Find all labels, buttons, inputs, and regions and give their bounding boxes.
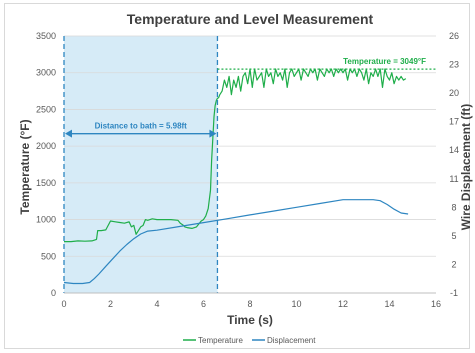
x-tick-label-0: 0 xyxy=(61,299,66,309)
y-tick-label-7: 3500 xyxy=(36,31,56,41)
temperature-reference-label: Temperature = 3049°F xyxy=(343,57,426,66)
distance-arrowhead-left xyxy=(65,129,72,138)
y2-tick-label-2: 5 xyxy=(451,231,456,241)
distance-arrowhead-right xyxy=(209,129,217,138)
x-tick-label-8: 16 xyxy=(431,299,441,309)
series-line-temperature xyxy=(64,68,407,243)
y-tick-label-6: 3000 xyxy=(36,68,56,78)
y2-tick-label-9: 26 xyxy=(449,31,459,41)
x-tick-label-5: 10 xyxy=(291,299,301,309)
y2-tick-label-7: 20 xyxy=(449,88,459,98)
y2-tick-label-0: -1 xyxy=(450,288,458,298)
y-tick-label-1: 500 xyxy=(41,251,56,261)
legend-label-temperature: Temperature xyxy=(198,336,243,345)
x-tick-label-3: 6 xyxy=(201,299,206,309)
legend-label-displacement: Displacement xyxy=(267,336,316,345)
shaded-region xyxy=(64,36,218,293)
y-axis-title: Temperature (°F) xyxy=(18,119,32,214)
distance-label: Distance to bath = 5.98ft xyxy=(95,122,188,131)
x-axis-title: Time (s) xyxy=(227,313,273,327)
x-tick-label-6: 12 xyxy=(338,299,348,309)
x-tick-label-4: 8 xyxy=(247,299,252,309)
y-tick-label-5: 2500 xyxy=(36,104,56,114)
legend: Temperature Displacement xyxy=(183,336,316,345)
y2-tick-label-3: 8 xyxy=(451,202,456,212)
y2-axis-title: Wire Displacement (ft) xyxy=(459,104,473,231)
y2-tick-label-6: 17 xyxy=(449,117,459,127)
y-tick-label-0: 0 xyxy=(51,288,56,298)
y-tick-label-2: 1000 xyxy=(36,215,56,225)
y2-tick-label-5: 14 xyxy=(449,145,459,155)
x-tick-label-1: 2 xyxy=(108,299,113,309)
series-line-displacement xyxy=(63,199,409,285)
x-tick-label-7: 14 xyxy=(384,299,394,309)
y2-tick-label-8: 23 xyxy=(449,60,459,70)
y-tick-label-4: 2000 xyxy=(36,141,56,151)
y-tick-label-3: 1500 xyxy=(36,178,56,188)
x-tick-label-2: 4 xyxy=(154,299,159,309)
y2-tick-label-4: 11 xyxy=(449,174,458,184)
chart-title: Temperature and Level Measurement xyxy=(127,11,374,27)
y2-tick-label-1: 2 xyxy=(451,259,456,269)
